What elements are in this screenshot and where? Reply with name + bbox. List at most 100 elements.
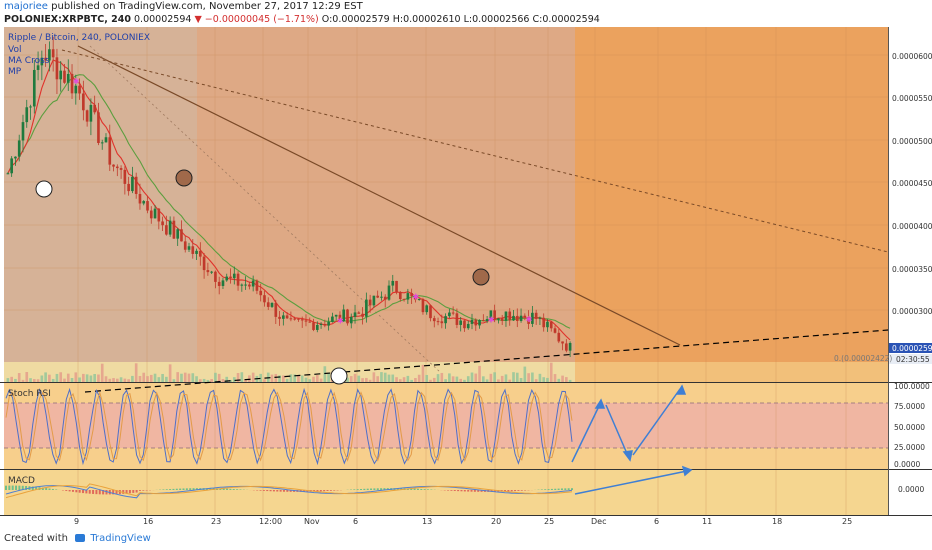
macd-hist-bar	[226, 488, 229, 490]
volume-bar	[421, 364, 425, 382]
macd-hist-bar	[65, 490, 68, 491]
volume-bar	[323, 366, 327, 382]
candle-body	[74, 85, 78, 94]
ma-cross-marker: ✱	[337, 317, 344, 326]
candle-body	[459, 320, 463, 325]
volume-bar	[485, 379, 489, 382]
candle-body	[168, 220, 172, 235]
time-axis-label: 11	[702, 517, 712, 526]
circle-marker-white-2	[330, 367, 348, 385]
volume-bar	[93, 373, 96, 382]
volume-bar	[202, 378, 206, 382]
candle-body	[346, 309, 349, 324]
volume-bar	[557, 378, 561, 382]
volume-bar	[195, 376, 198, 382]
candle-body	[383, 296, 387, 300]
countdown-tag-bg	[889, 354, 932, 364]
candle-body	[474, 319, 478, 326]
candle-body	[493, 310, 496, 320]
candle-body	[32, 69, 36, 107]
candle-body	[568, 342, 572, 351]
macd-hist-bar	[453, 490, 456, 491]
candle-body	[508, 311, 512, 321]
candle-body	[538, 317, 542, 319]
candle-body	[380, 296, 383, 298]
macd-hist-bar	[85, 490, 88, 494]
candle-body	[534, 312, 538, 319]
macd-hist-bar	[383, 488, 386, 490]
candle-body	[51, 49, 55, 58]
candle-body	[44, 57, 47, 61]
candle-body	[429, 305, 432, 319]
macd-hist-bar	[480, 490, 483, 492]
macd-hist-bar	[289, 490, 292, 492]
candle-body	[342, 309, 346, 322]
macd-tick: 0.0000	[898, 485, 924, 494]
volume-bar	[153, 373, 157, 382]
trendline-support-dashed	[84, 329, 889, 393]
candle-body	[357, 312, 361, 314]
candle-body	[172, 220, 176, 239]
volume-bar	[285, 378, 289, 382]
macd-projection-arrow	[574, 465, 693, 495]
macd-hist-bar	[31, 486, 34, 490]
macd-hist-bar	[373, 488, 376, 490]
macd-hist-bar	[55, 489, 58, 490]
macd-hist-bar	[571, 488, 573, 490]
tradingview-logo-icon	[75, 534, 86, 542]
candle-body	[482, 319, 485, 321]
volume-bar	[74, 372, 78, 382]
rsi-axis[interactable]: 100.0000 75.0000 50.0000 25.0000 0.0000	[894, 382, 930, 469]
time-axis-label: 9	[74, 517, 79, 526]
volume-bar	[40, 375, 44, 382]
macd-hist-bar	[88, 490, 91, 494]
macd-hist-bar	[15, 485, 18, 490]
volume-bar	[459, 378, 463, 382]
volume-bar	[406, 375, 410, 382]
volume-bar	[398, 379, 402, 382]
volume-bar	[89, 375, 93, 382]
volume-bar	[44, 372, 47, 382]
username-link[interactable]: majoriee	[4, 1, 48, 12]
macd-hist-bar	[11, 485, 14, 490]
time-axis-label: Dec	[591, 517, 606, 526]
macd-hist-bar	[547, 489, 550, 490]
history-shade-left	[4, 27, 197, 362]
volume-bar	[191, 373, 195, 382]
candle-body	[466, 323, 470, 329]
candle-body	[191, 246, 195, 254]
macd-hist-bar	[239, 489, 242, 490]
volume-bar	[402, 377, 406, 382]
macd-hist-bar	[426, 489, 429, 490]
volume-bar	[115, 378, 119, 382]
macd-hist-bar	[41, 487, 44, 490]
tradingview-brand[interactable]: TradingView	[90, 533, 151, 544]
candle-body	[338, 314, 342, 322]
volume-bar	[165, 376, 168, 382]
time-axis[interactable]: 9 16 23 12:00 Nov 6 13 20 25 Dec 6 11 18 25	[74, 517, 852, 526]
volume-bar	[244, 379, 247, 382]
open-value: 0.00002579	[332, 14, 390, 25]
candle-body	[444, 316, 447, 324]
macd-signal-line	[5, 483, 573, 499]
volume-bar	[199, 379, 202, 382]
candle-body	[93, 104, 96, 113]
chart-area[interactable]: ✱ ✱ ✱ ✱ ✱ Ripple / Bitcoin, 240, POLONIEX Vo…	[0, 26, 932, 530]
candle-body	[202, 256, 206, 271]
candle-body	[131, 176, 134, 192]
macd-hist-bar	[122, 490, 125, 494]
volume-bar	[429, 379, 432, 382]
candle-body	[565, 343, 568, 351]
candle-body	[266, 302, 270, 307]
candle-body	[63, 70, 66, 83]
volume-bar	[63, 378, 66, 382]
candle-body	[70, 73, 74, 94]
candle-body	[82, 93, 85, 111]
legend-indicator-ma-cross: MA Cross	[8, 56, 50, 66]
candle-body	[561, 341, 564, 344]
